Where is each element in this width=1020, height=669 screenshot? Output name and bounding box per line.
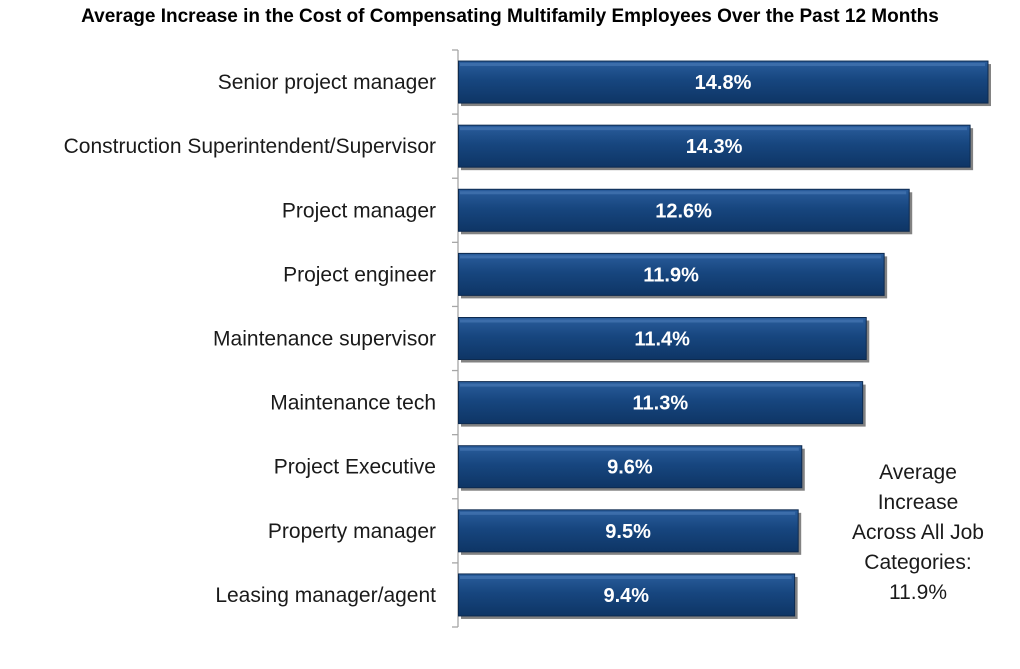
category-label: Project Executive [274, 456, 436, 479]
category-label: Property manager [268, 520, 436, 543]
bar [458, 188, 910, 232]
bar-highlight [460, 63, 985, 67]
category-label: Project manager [282, 199, 436, 222]
bar-highlight [460, 191, 907, 195]
average-annotation: Average Increase Across All Job Categories:… [838, 458, 998, 608]
category-label: Senior project manager [218, 71, 436, 94]
bar-value-label: 9.5% [605, 521, 651, 543]
bar-highlight [460, 575, 792, 579]
bar-value-label: 11.4% [634, 329, 690, 351]
category-label: Maintenance supervisor [213, 328, 436, 351]
bar-value-label: 11.9% [643, 264, 699, 286]
annotation-line: 11.9% [889, 581, 947, 604]
bar [458, 509, 799, 553]
bar-value-label: 14.8% [695, 72, 752, 94]
bar-highlight [460, 447, 799, 451]
bar-value-label: 12.6% [655, 200, 712, 222]
category-label: Leasing manager/agent [215, 584, 436, 607]
bar [458, 445, 803, 489]
category-label: Maintenance tech [270, 392, 436, 415]
category-label: Construction Superintendent/Supervisor [64, 135, 436, 158]
annotation-line: Categories: [864, 551, 972, 574]
bar-highlight [460, 383, 860, 387]
bar [458, 573, 796, 617]
annotation-line: Average [879, 461, 957, 484]
bar [458, 317, 867, 360]
bar-highlight [460, 255, 882, 259]
bar-highlight [460, 319, 864, 323]
bar-value-label: 9.6% [607, 457, 653, 479]
bar-highlight [460, 511, 796, 515]
bar-highlight [460, 127, 968, 131]
annotation-line: Across All Job [852, 521, 984, 544]
bar-value-label: 11.3% [633, 393, 689, 415]
bar-value-label: 14.3% [686, 136, 743, 158]
chart-title: Average Increase in the Cost of Compensa… [81, 6, 939, 27]
category-label: Project engineer [283, 263, 436, 286]
bar [458, 124, 971, 168]
bar [458, 381, 864, 425]
bar-value-label: 9.4% [604, 585, 650, 607]
annotation-line: Increase [877, 491, 959, 514]
bar [458, 252, 885, 296]
bar [458, 60, 989, 104]
